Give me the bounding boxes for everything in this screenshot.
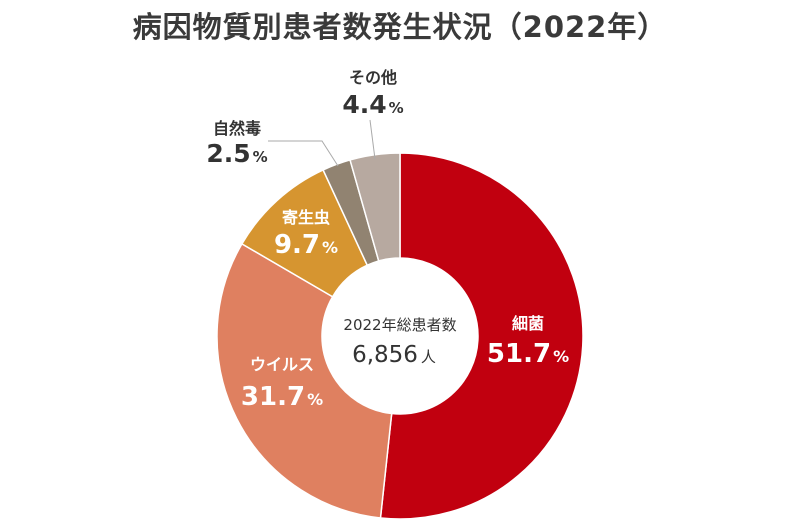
pie-slice-bacteria xyxy=(379,152,584,520)
slice-label-value-other: 4.4% xyxy=(342,90,403,119)
slice-label-value-bacteria: 51.7% xyxy=(487,339,569,369)
slice-label-name-bacteria: 細菌 xyxy=(512,314,544,333)
slice-label-name-parasite: 寄生虫 xyxy=(282,208,330,227)
center-total-value-group: 6,856 人 xyxy=(352,342,436,368)
pie-slice-other xyxy=(349,152,401,262)
slice-label-value-natural-toxin: 2.5% xyxy=(206,139,267,168)
slice-label-value-virus: 31.7% xyxy=(241,382,323,412)
center-label-group: 2022年総患者数 6,856 人 xyxy=(343,316,456,368)
center-total-value: 6,856 xyxy=(352,342,418,368)
pie-slice-virus xyxy=(216,242,393,519)
slice-label-name-other: その他 xyxy=(349,68,397,87)
leader-line-other xyxy=(369,119,376,160)
slice-label-name-virus: ウイルス xyxy=(250,355,314,374)
slice-label-value-parasite: 9.7% xyxy=(274,230,338,260)
center-total-label: 2022年総患者数 xyxy=(343,316,456,334)
center-total-unit: 人 xyxy=(421,348,436,366)
leader-lines xyxy=(268,119,376,167)
chart-title: 病因物質別患者数発生状況（2022年） xyxy=(132,10,668,44)
pie-slices xyxy=(216,152,584,520)
leader-line-natural-toxin xyxy=(268,140,339,167)
slice-label-name-natural-toxin: 自然毒 xyxy=(213,119,261,138)
